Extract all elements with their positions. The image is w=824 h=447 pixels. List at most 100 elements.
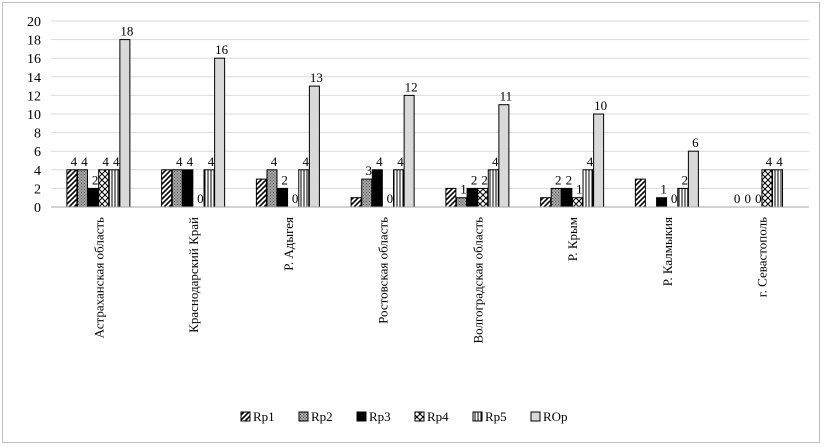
- data-label: 4: [176, 154, 183, 169]
- data-label: 0: [197, 191, 204, 206]
- y-tick-label: 4: [34, 164, 41, 179]
- data-label: 1: [660, 182, 667, 197]
- data-label: 4: [776, 154, 783, 169]
- bar-rp2-0: [76, 169, 88, 208]
- legend-swatch-rp5: [472, 411, 483, 422]
- data-label: 16: [215, 42, 229, 57]
- legend-swatch-rp4: [414, 411, 425, 422]
- bar-rp4-7: [761, 169, 773, 208]
- data-label: 4: [397, 154, 404, 169]
- bar-rop-1: [214, 57, 226, 208]
- data-label: 2: [92, 172, 99, 187]
- bar-rp5-6: [677, 187, 689, 208]
- category-label: Волгоградская область: [470, 217, 485, 344]
- data-label: 1: [576, 182, 583, 197]
- data-label: 0: [292, 191, 299, 206]
- bar-rp1-3: [350, 197, 362, 208]
- bar-rp3-0: [87, 187, 99, 208]
- legend-label-rop: ROp: [543, 409, 568, 424]
- legend-label-rp2: Rp2: [311, 409, 333, 424]
- data-label: 0: [387, 191, 394, 206]
- bar-rp4-0: [98, 169, 110, 208]
- data-label: 4: [271, 154, 278, 169]
- data-label: 4: [208, 154, 215, 169]
- data-label: 18: [120, 24, 133, 39]
- bar-rp1-6: [634, 178, 646, 208]
- y-tick-label: 0: [34, 201, 41, 216]
- bar-rp1-0: [66, 169, 78, 208]
- y-tick-label: 18: [27, 34, 41, 49]
- bar-rop-0: [119, 39, 131, 208]
- data-label: 4: [766, 154, 773, 169]
- bar-rp5-3: [393, 169, 405, 208]
- legend-swatch-rp2: [298, 411, 309, 422]
- y-tick-label: 2: [34, 182, 41, 197]
- y-tick-label: 10: [27, 108, 41, 123]
- bar-rp3-3: [371, 169, 383, 208]
- data-label: 4: [81, 154, 88, 169]
- category-label: Р. Крым: [565, 217, 580, 261]
- chart-container: 4 4 2 4 4 18 4 4 0 4 16 4 2 0 4 13 3 4 0 4 12 1 2 2 4 11 2 2 1 4 10 1 0 2…: [2, 2, 820, 443]
- bar-rp5-2: [298, 169, 310, 208]
- legend-swatch-rp1: [240, 411, 251, 422]
- bar-rp2-5: [550, 187, 562, 208]
- data-label: 2: [281, 172, 288, 187]
- bar-rp3-6: [656, 197, 668, 208]
- bar-rp3-1: [182, 169, 194, 208]
- data-label: 4: [102, 154, 109, 169]
- bar-rp2-3: [361, 178, 373, 208]
- y-tick-label: 12: [27, 89, 41, 104]
- data-label: 11: [500, 89, 513, 104]
- y-tick-label: 8: [34, 127, 41, 142]
- data-label: 4: [71, 154, 78, 169]
- bar-rp5-7: [772, 169, 784, 208]
- bar-rp3-2: [277, 187, 289, 208]
- bar-rp4-4: [477, 187, 489, 208]
- category-label: Р. Адыгея: [281, 217, 296, 271]
- bar-rop-4: [498, 104, 510, 208]
- bar-rp5-0: [108, 169, 120, 208]
- category-label: Астраханская область: [91, 217, 106, 338]
- bar-rp1-4: [445, 187, 457, 208]
- legend-label-rp5: Rp5: [485, 409, 507, 424]
- data-label: 4: [187, 154, 194, 169]
- y-tick-label: 6: [34, 145, 41, 160]
- bar-rop-6: [687, 150, 699, 208]
- data-label: 4: [113, 154, 120, 169]
- data-label: 4: [303, 154, 310, 169]
- data-label: 6: [692, 135, 699, 150]
- data-label: 3: [365, 163, 372, 178]
- legend-label-rp4: Rp4: [427, 409, 449, 424]
- legend-swatch-rop: [530, 411, 541, 422]
- category-label: Ростовская область: [376, 217, 391, 324]
- data-label: 1: [460, 182, 467, 197]
- bar-rp2-2: [266, 169, 278, 208]
- bar-rp4-5: [571, 197, 583, 208]
- data-label: 2: [682, 172, 689, 187]
- bar-rp2-4: [455, 197, 467, 208]
- legend-swatch-rp3: [356, 411, 367, 422]
- bar-rp2-1: [171, 169, 183, 208]
- data-label: 0: [671, 191, 678, 206]
- bar-rp3-5: [561, 187, 573, 208]
- y-tick-label: 14: [27, 71, 41, 86]
- bar-rp3-4: [466, 187, 478, 208]
- legend-label-rp3: Rp3: [369, 409, 391, 424]
- category-label: г. Севастополь: [755, 217, 770, 297]
- bar-rp5-5: [582, 169, 594, 208]
- data-label: 0: [734, 191, 741, 206]
- bar-rop-5: [593, 113, 605, 208]
- data-label: 2: [555, 172, 562, 187]
- data-label: 4: [587, 154, 594, 169]
- data-label: 4: [492, 154, 499, 169]
- bar-rp1-1: [161, 169, 173, 208]
- data-label: 12: [405, 79, 418, 94]
- legend-label-rp1: Rp1: [253, 409, 275, 424]
- bar-rop-2: [308, 85, 320, 208]
- data-label: 13: [310, 70, 323, 85]
- data-label: 2: [481, 172, 488, 187]
- data-label: 4: [376, 154, 383, 169]
- bar-rp5-1: [203, 169, 215, 208]
- category-label: Р. Калмыкия: [660, 217, 675, 286]
